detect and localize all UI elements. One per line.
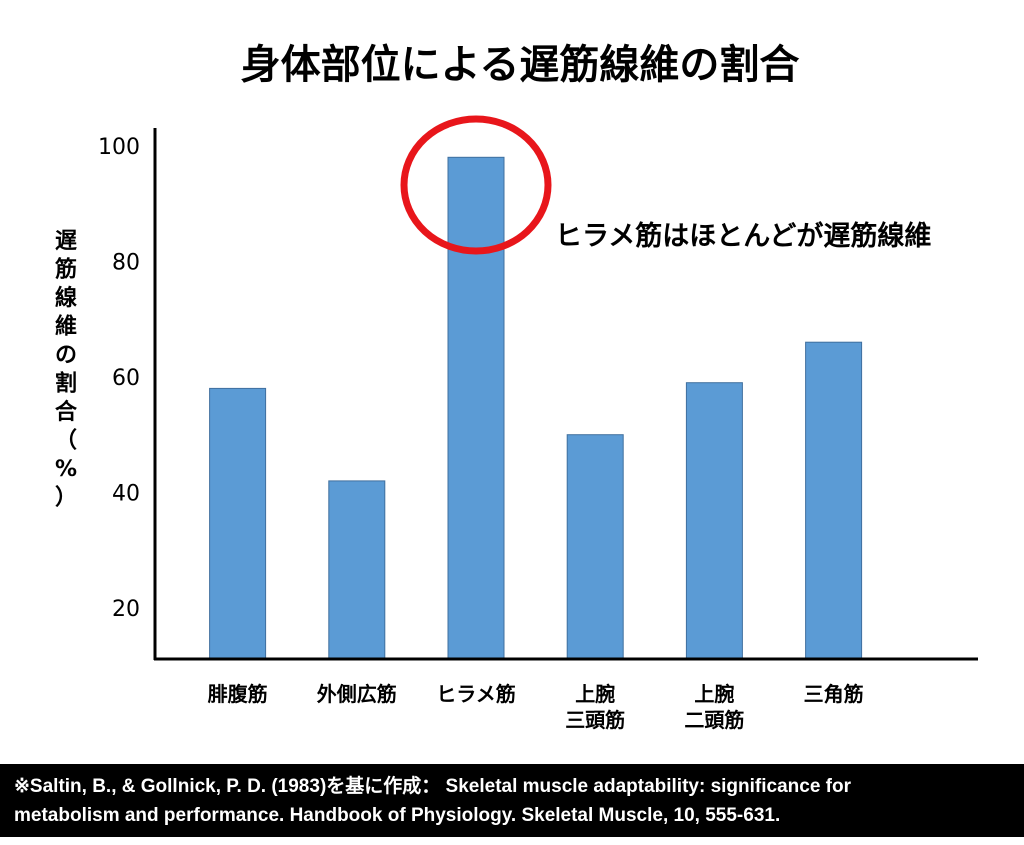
category-label-5: 三角筋	[804, 682, 864, 706]
y-tick-100: 100	[98, 135, 140, 160]
category-label-3: 上腕三頭筋	[565, 682, 625, 732]
bar-2	[447, 156, 505, 661]
bar-chart: 身体部位による遅筋線維の割合 遅筋線維の割合（%） 20 40 60 80 100 腓腹…	[54, 42, 978, 732]
category-label-2: ヒラメ筋	[436, 682, 515, 706]
bar-0	[209, 387, 267, 661]
bar-1	[328, 480, 386, 661]
bar-4	[685, 382, 743, 661]
citation-line-2: metabolism and performance. Handbook of …	[14, 805, 781, 826]
bar-5	[805, 341, 863, 661]
y-axis-label: 遅筋線維の割合（%）	[54, 229, 78, 511]
annotation-text: ヒラメ筋はほとんどが遅筋線維	[555, 220, 931, 252]
chart-title: 身体部位による遅筋線維の割合	[241, 42, 800, 88]
category-label-0: 腓腹筋	[208, 682, 268, 706]
category-label-1: 外側広筋	[317, 682, 397, 706]
y-tick-80: 80	[112, 250, 140, 275]
bar-3	[566, 434, 624, 661]
citation-box: ※Saltin, B., & Gollnick, P. D. (1983)を基に…	[0, 764, 1024, 837]
category-label-4: 上腕二頭筋	[684, 682, 744, 732]
y-tick-20: 20	[112, 597, 140, 622]
y-tick-40: 40	[112, 481, 140, 506]
citation-line-1: ※Saltin, B., & Gollnick, P. D. (1983)を基に…	[14, 776, 852, 797]
y-tick-60: 60	[112, 366, 140, 391]
highlight-circle	[400, 115, 552, 255]
